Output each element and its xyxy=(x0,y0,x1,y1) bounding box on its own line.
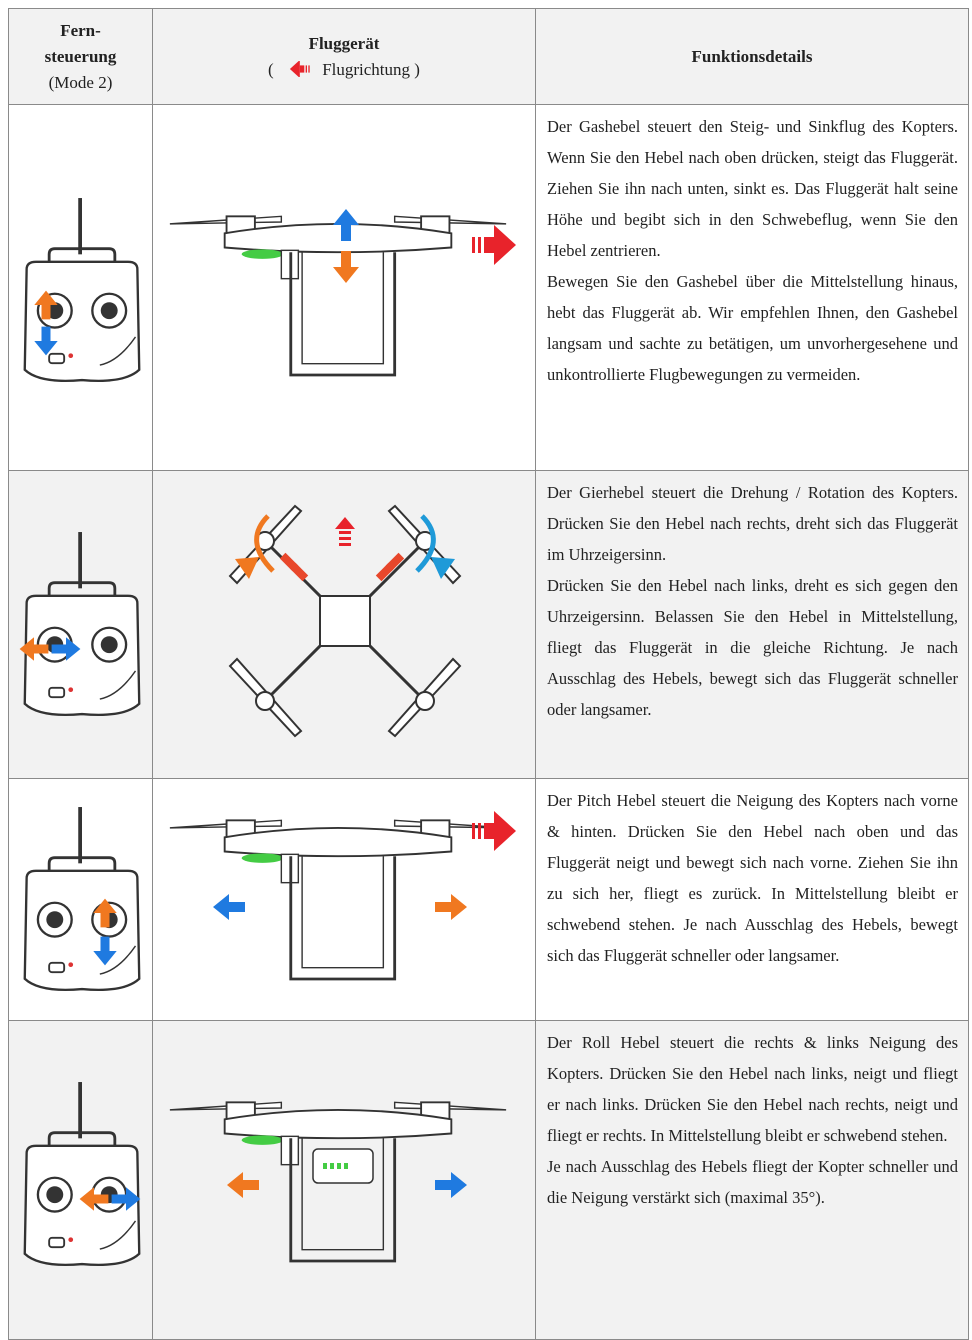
remote-illustration xyxy=(22,1080,142,1267)
remote-illustration xyxy=(22,805,142,992)
aircraft-cell xyxy=(152,470,536,779)
details-cell: Der Roll Hebel steuert die rechts & link… xyxy=(535,1020,969,1340)
header-direction: ( Flugrichtung ) xyxy=(268,57,420,83)
header-remote: Fern- steuerung (Mode 2) xyxy=(8,8,153,105)
header-mode: (Mode 2) xyxy=(48,72,113,92)
header-text: steuerung xyxy=(44,46,117,66)
paren: ( xyxy=(268,59,274,79)
header-details: Funktionsdetails xyxy=(535,8,969,105)
direction-text: Flugrichtung xyxy=(322,59,411,79)
aircraft-illustration xyxy=(228,504,462,738)
remote-cell xyxy=(8,1020,153,1340)
header-text: Funktionsdetails xyxy=(691,46,813,66)
paragraph: Der Gashebel steuert den Steig- und Sink… xyxy=(547,117,958,260)
remote-cell xyxy=(8,104,153,471)
remote-illustration xyxy=(22,196,142,383)
remote-cell xyxy=(8,778,153,1021)
paragraph: Je nach Ausschlag des Hebels fliegt der … xyxy=(547,1157,958,1207)
remote-illustration xyxy=(19,530,142,717)
paragraph: Der Pitch Hebel steuert die Neigung des … xyxy=(547,791,958,965)
paragraph: Bewegen Sie den Gashebel über die Mittel… xyxy=(547,272,958,384)
header-text: Fern- xyxy=(60,20,101,40)
details-cell: Der Gierhebel steuert die Drehung / Rota… xyxy=(535,470,969,779)
remote-cell xyxy=(8,470,153,779)
paragraph: Drücken Sie den Hebel nach links, dreht … xyxy=(547,576,958,719)
paragraph: Der Gierhebel steuert die Drehung / Rota… xyxy=(547,483,958,564)
header-text: Fluggerät xyxy=(308,33,380,53)
header-aircraft: Fluggerät ( Flugrichtung ) xyxy=(152,8,536,105)
aircraft-cell xyxy=(152,104,536,471)
aircraft-illustration xyxy=(168,209,516,377)
aircraft-cell xyxy=(152,1020,536,1340)
aircraft-cell xyxy=(152,778,536,1021)
details-cell: Der Pitch Hebel steuert die Neigung des … xyxy=(535,778,969,1021)
paragraph: Der Roll Hebel steuert die rechts & link… xyxy=(547,1033,958,1145)
aircraft-illustration xyxy=(168,1100,508,1263)
aircraft-illustration xyxy=(168,811,516,981)
direction-icon xyxy=(289,59,310,78)
details-cell: Der Gashebel steuert den Steig- und Sink… xyxy=(535,104,969,471)
paren: ) xyxy=(414,59,420,79)
